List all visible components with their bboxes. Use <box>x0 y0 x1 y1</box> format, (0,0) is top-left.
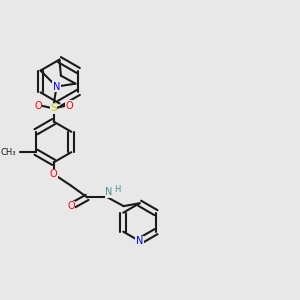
Text: S: S <box>50 103 57 113</box>
Text: O: O <box>67 201 75 211</box>
Text: O: O <box>50 169 57 179</box>
Text: H: H <box>114 185 120 194</box>
Text: O: O <box>65 100 73 110</box>
Text: O: O <box>34 100 42 110</box>
Text: N: N <box>53 82 60 92</box>
Text: CH₃: CH₃ <box>1 148 16 157</box>
Text: N: N <box>105 187 113 197</box>
Text: N: N <box>136 236 143 246</box>
